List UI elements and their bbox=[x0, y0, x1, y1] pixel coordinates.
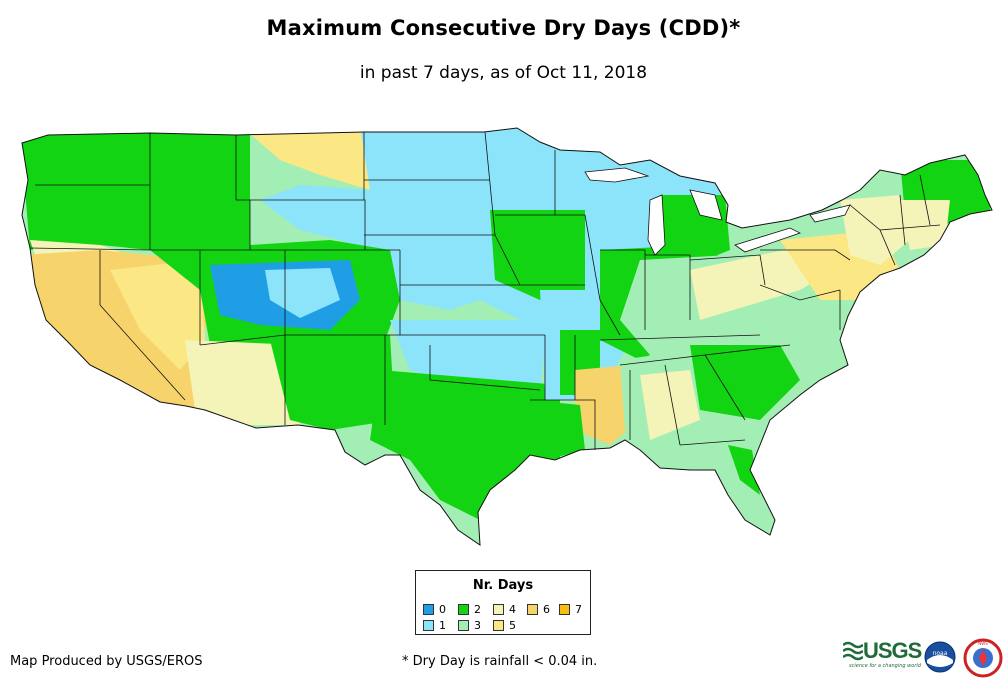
great-lakes bbox=[584, 167, 851, 256]
usgs-wave-icon bbox=[843, 641, 863, 661]
legend-swatch-6 bbox=[527, 604, 538, 615]
legend-swatch-0 bbox=[423, 604, 434, 615]
region-new-mexico bbox=[270, 335, 395, 430]
lake-michigan bbox=[647, 194, 666, 256]
region-massachusetts bbox=[900, 200, 950, 250]
legend-label-2: 2 bbox=[474, 603, 481, 616]
region-new-york bbox=[840, 195, 910, 265]
legend-item-2: 2 bbox=[458, 603, 481, 616]
lake-superior bbox=[584, 167, 650, 183]
lake-huron bbox=[689, 189, 723, 221]
us-outline bbox=[21, 127, 993, 546]
legend-item-4: 4 bbox=[493, 603, 516, 616]
legend-swatch-1 bbox=[423, 620, 434, 631]
legend-item-3: 3 bbox=[458, 619, 481, 632]
nws-wordmark: NWS bbox=[978, 641, 988, 646]
noaa-logo: noaa bbox=[924, 641, 956, 673]
map-subtitle: in past 7 days, as of Oct 11, 2018 bbox=[359, 63, 648, 83]
legend-label-5: 5 bbox=[509, 619, 516, 632]
legend-item-1: 1 bbox=[423, 619, 446, 632]
usgs-tagline: science for a changing world bbox=[849, 663, 921, 669]
region-carolinas bbox=[690, 345, 800, 420]
lake-ontario bbox=[809, 204, 851, 223]
region-oklahoma bbox=[390, 320, 545, 400]
region-colorado-light bbox=[265, 268, 340, 318]
usgs-logo: USGS science for a changing world bbox=[843, 638, 922, 669]
legend-label-1: 1 bbox=[439, 619, 446, 632]
legend-label-4: 4 bbox=[509, 603, 516, 616]
legend-label-3: 3 bbox=[474, 619, 481, 632]
region-louisiana bbox=[530, 400, 585, 460]
noaa-wordmark: noaa bbox=[933, 650, 948, 657]
state-boundaries bbox=[29, 131, 941, 450]
lake-erie bbox=[734, 227, 802, 253]
region-arizona bbox=[185, 340, 300, 425]
legend-label-0: 0 bbox=[439, 603, 446, 616]
legend-swatch-4 bbox=[493, 604, 504, 615]
legend-item-7: 7 bbox=[559, 603, 582, 616]
producer-credit: Map Produced by USGS/EROS bbox=[10, 654, 203, 669]
legend-title: Nr. Days bbox=[472, 578, 534, 593]
region-pacific-northwest bbox=[22, 128, 250, 260]
legend-swatch-7 bbox=[559, 604, 570, 615]
legend-item-0: 0 bbox=[423, 603, 446, 616]
region-texas bbox=[370, 370, 560, 520]
map-title: Maximum Consecutive Dry Days (CDD)* bbox=[266, 16, 741, 40]
dry-day-footnote: * Dry Day is rainfall < 0.04 in. bbox=[402, 654, 598, 669]
legend-swatch-3 bbox=[458, 620, 469, 631]
legend: Nr. Days 0 1 2 3 4 5 6 7 bbox=[415, 570, 591, 635]
usgs-wordmark: USGS bbox=[863, 638, 922, 663]
legend-swatch-2 bbox=[458, 604, 469, 615]
region-great-basin bbox=[110, 260, 205, 370]
legend-label-7: 7 bbox=[575, 603, 582, 616]
legend-label-6: 6 bbox=[543, 603, 550, 616]
region-alabama bbox=[640, 370, 700, 440]
region-florida-green bbox=[728, 445, 760, 495]
legend-item-6: 6 bbox=[527, 603, 550, 616]
legend-swatch-5 bbox=[493, 620, 504, 631]
nws-logo: NWS bbox=[963, 638, 1003, 678]
region-iowa bbox=[490, 210, 585, 300]
legend-item-5: 5 bbox=[493, 619, 516, 632]
